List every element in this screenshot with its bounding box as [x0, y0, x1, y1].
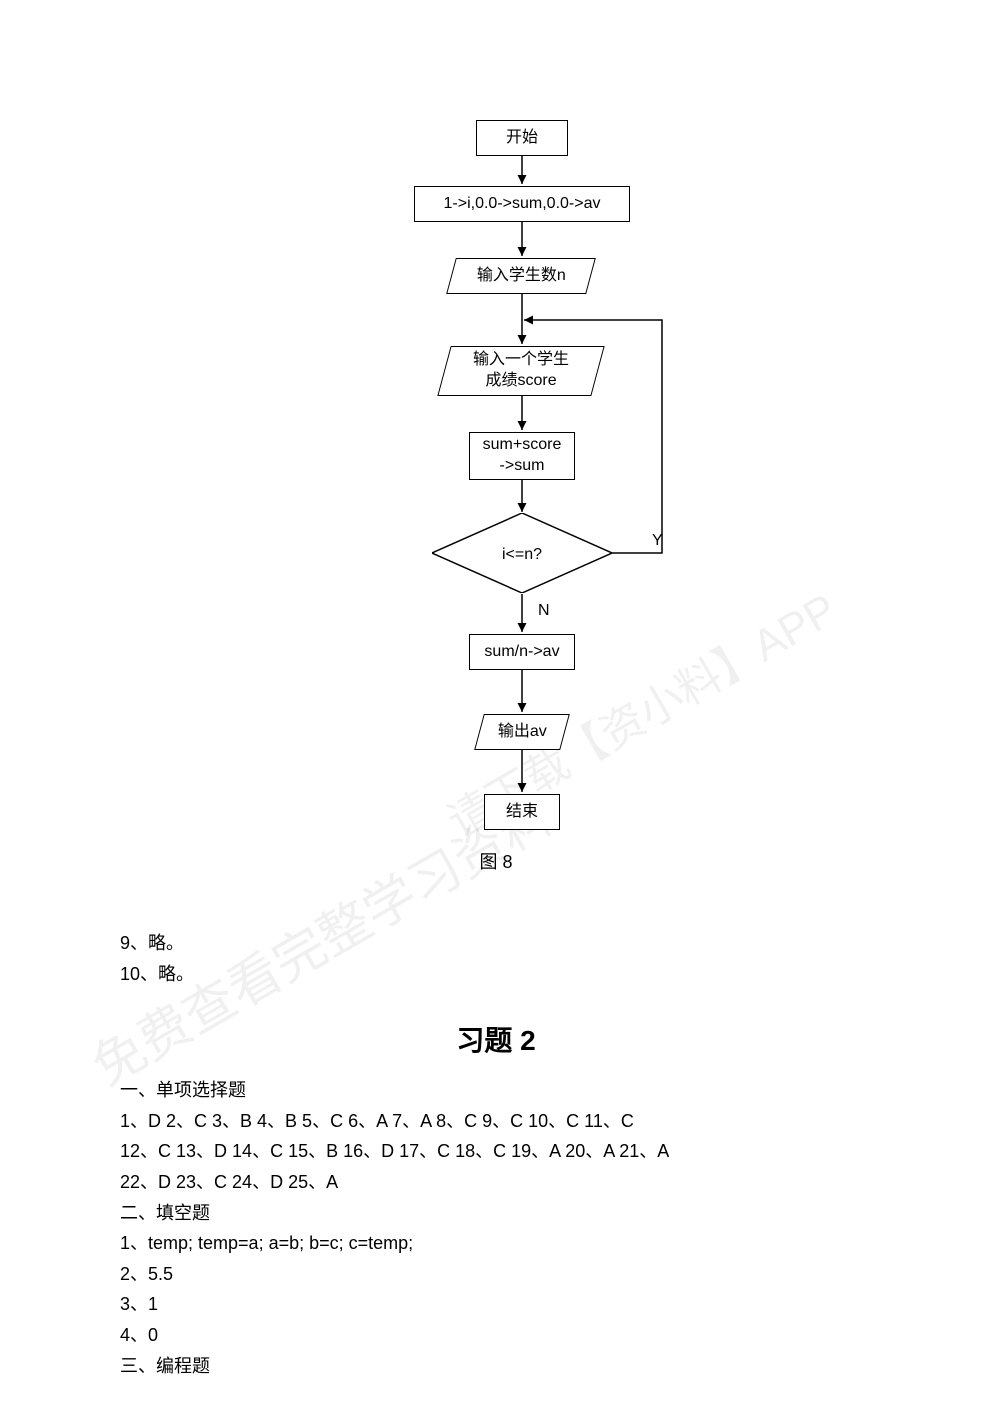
node-cond-label: i<=n?: [502, 546, 542, 563]
node-avg: sum/n->av: [469, 634, 575, 670]
cond-yes-label: Y: [652, 532, 663, 550]
node-end-label: 结束: [506, 802, 538, 823]
node-input-score-label: 输入一个学生 成绩score: [473, 350, 569, 392]
node-input-score-l1: 输入一个学生: [473, 350, 569, 371]
node-sum: sum+score ->sum: [469, 432, 575, 480]
cond-no-label: N: [538, 602, 550, 620]
node-sum-l1: sum+score: [483, 435, 562, 456]
text-line-9: 9、略。: [120, 928, 872, 959]
node-end: 结束: [484, 794, 560, 830]
node-cond: i<=n?: [432, 513, 612, 593]
section3-heading: 三、编程题: [120, 1351, 872, 1382]
section1-heading: 一、单项选择题: [120, 1075, 872, 1106]
node-input-score-l2: 成绩score: [473, 371, 569, 392]
node-init-label: 1->i,0.0->sum,0.0->av: [444, 194, 601, 215]
mc-row-2: 12、C 13、D 14、C 15、B 16、D 17、C 18、C 19、A …: [120, 1136, 872, 1167]
node-output: 输出av: [474, 714, 570, 750]
page-content: 开始 1->i,0.0->sum,0.0->av 输入学生数n 输入一个学生 成…: [0, 0, 992, 1381]
node-start-label: 开始: [506, 128, 538, 149]
fill-answer-2: 2、5.5: [120, 1259, 872, 1290]
node-init: 1->i,0.0->sum,0.0->av: [414, 186, 630, 222]
node-input-score: 输入一个学生 成绩score: [437, 346, 604, 396]
text-line-10: 10、略。: [120, 959, 872, 990]
exercise-title: 习题 2: [120, 1019, 872, 1059]
node-output-label: 输出av: [498, 722, 547, 743]
fill-answers-block: 1、temp; temp=a; a=b; b=c; c=temp;2、5.53、…: [120, 1228, 872, 1350]
node-avg-label: sum/n->av: [484, 642, 559, 663]
fill-answer-3: 3、1: [120, 1289, 872, 1320]
section2-heading: 二、填空题: [120, 1198, 872, 1229]
fill-answer-1: 1、temp; temp=a; a=b; b=c; c=temp;: [120, 1228, 872, 1259]
node-input-n: 输入学生数n: [446, 258, 596, 294]
fill-answer-4: 4、0: [120, 1320, 872, 1351]
node-start: 开始: [476, 120, 568, 156]
mc-row-1: 1、D 2、C 3、B 4、B 5、C 6、A 7、A 8、C 9、C 10、C…: [120, 1106, 872, 1137]
node-sum-l2: ->sum: [500, 456, 545, 477]
mc-row-3: 22、D 23、C 24、D 25、A: [120, 1167, 872, 1198]
flowchart: 开始 1->i,0.0->sum,0.0->av 输入学生数n 输入一个学生 成…: [216, 100, 776, 920]
node-input-n-label: 输入学生数n: [477, 266, 566, 287]
figure-label: 图 8: [216, 848, 776, 874]
